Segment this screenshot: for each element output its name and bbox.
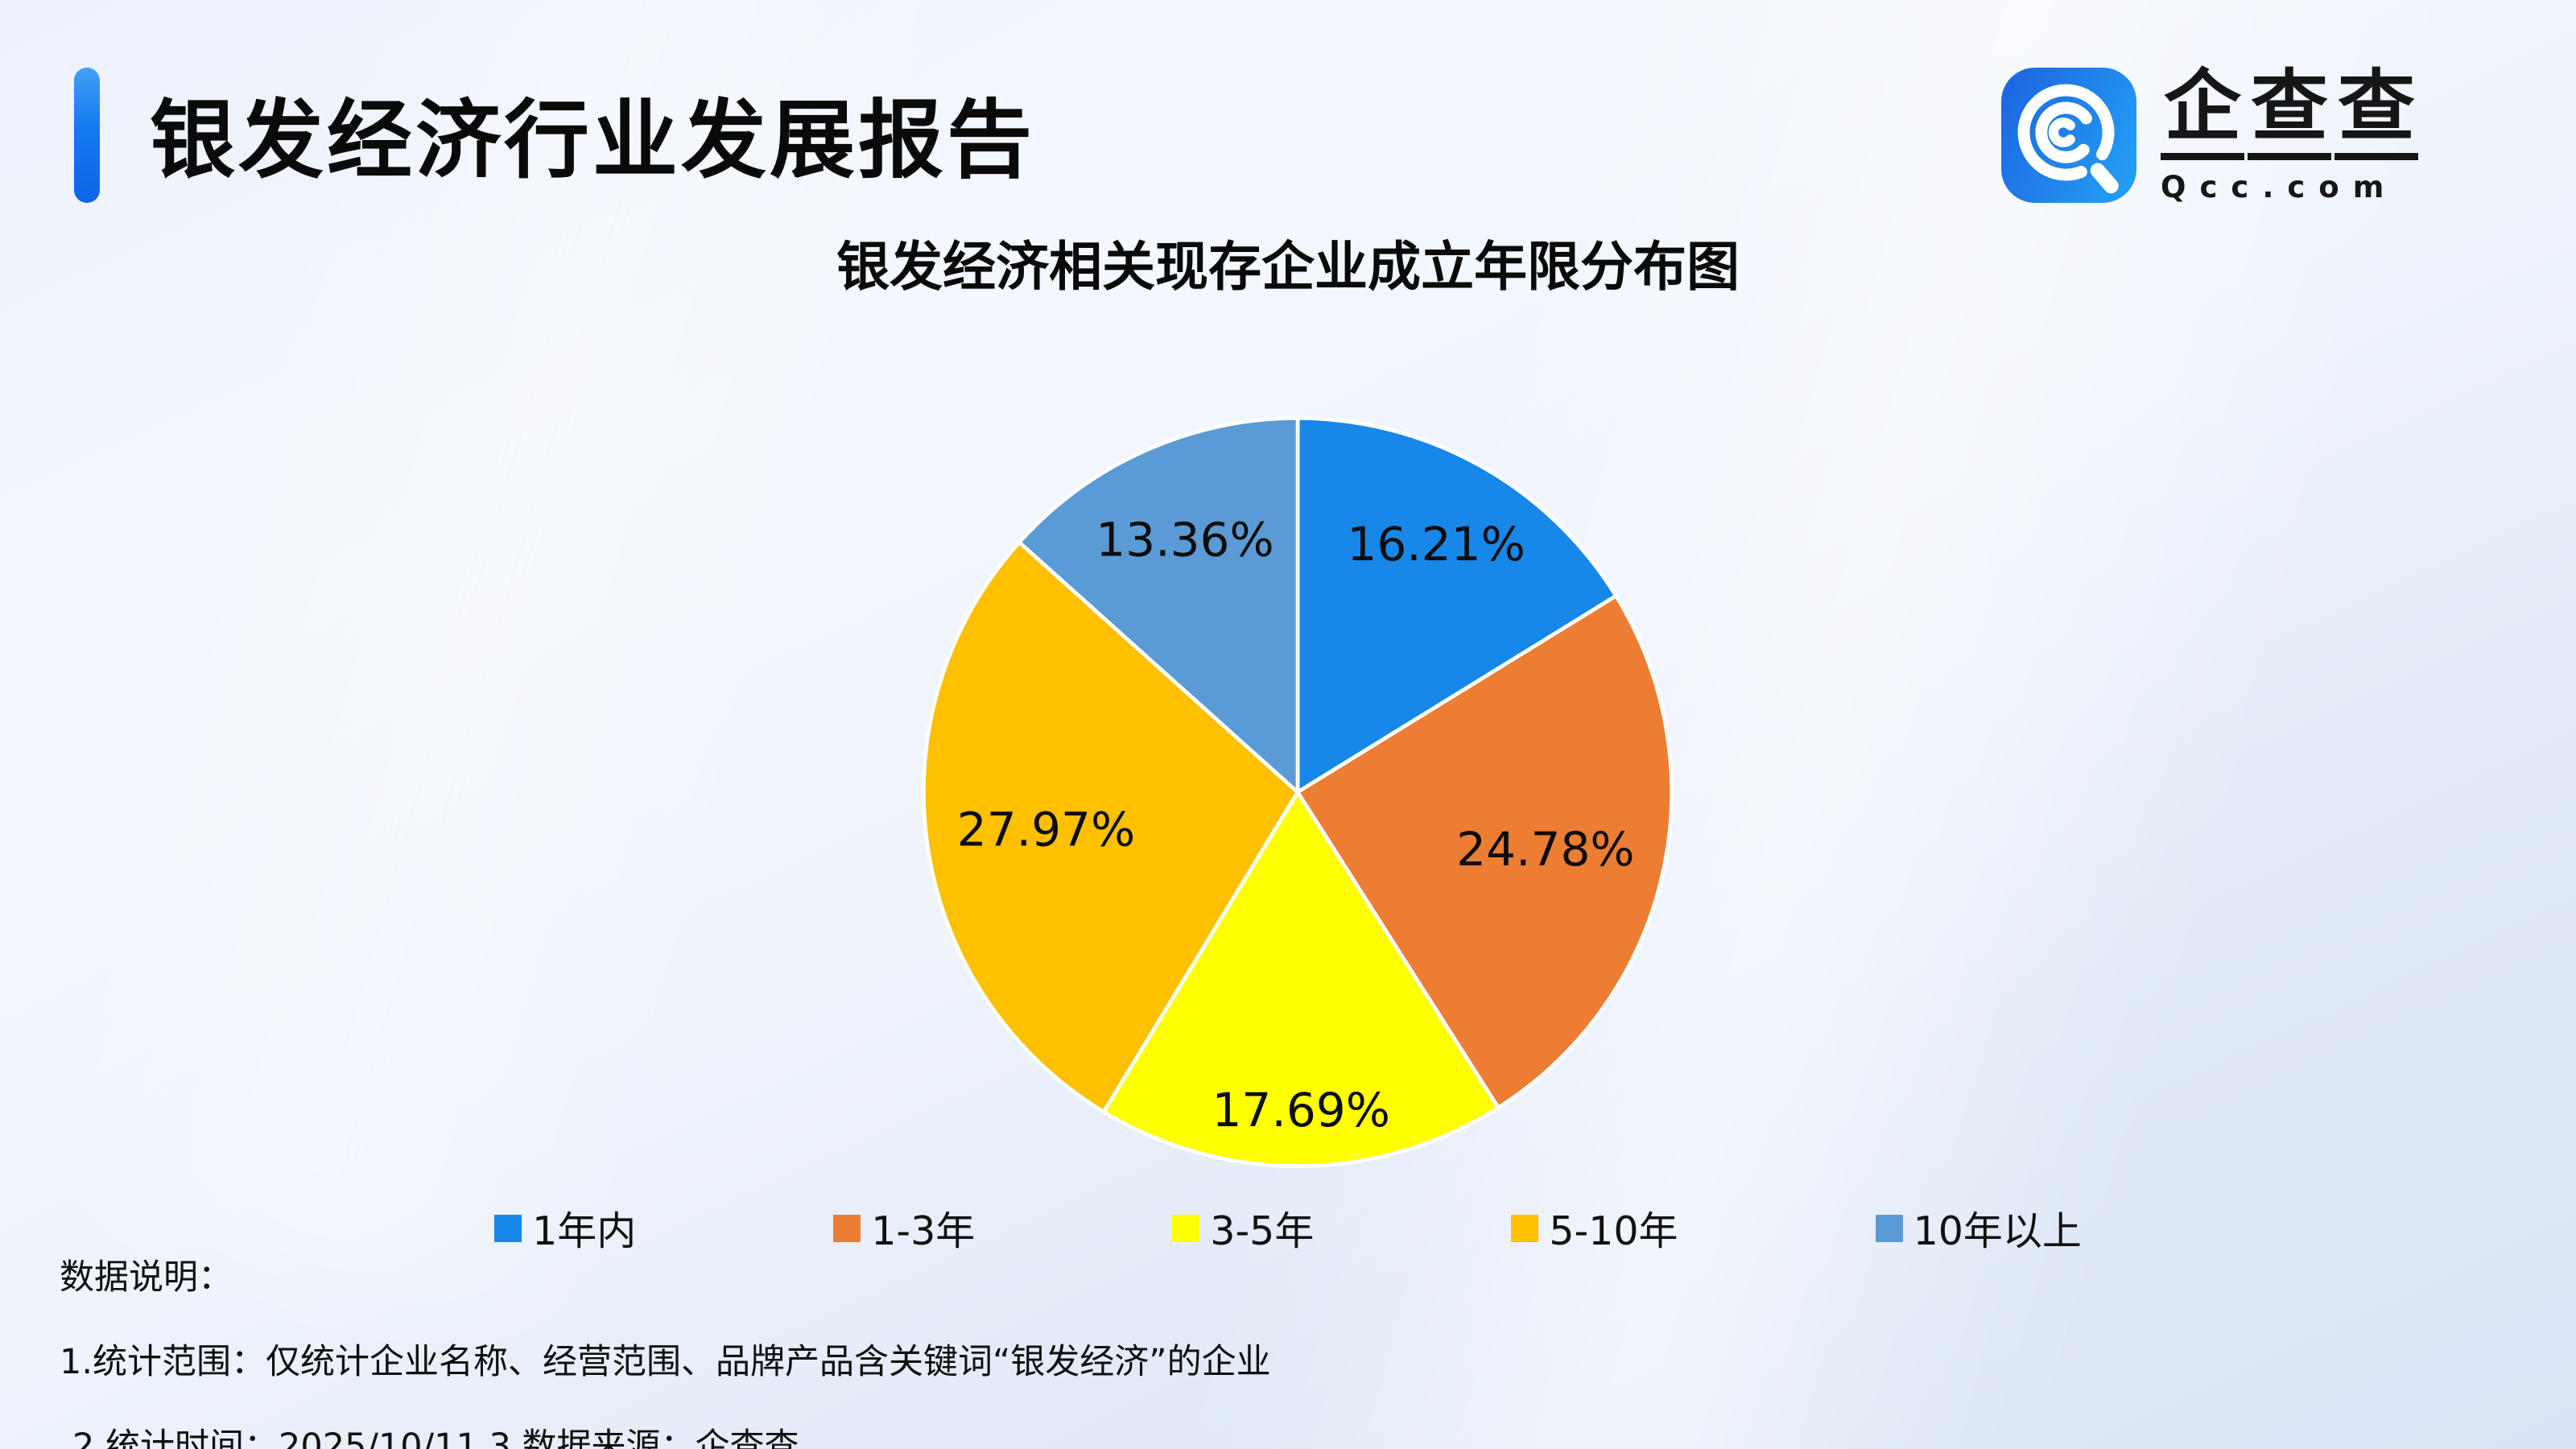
brand-char: 企 (2161, 68, 2244, 160)
pie-value-label: 24.78% (1456, 822, 1634, 877)
pie-slice-1年内 (1295, 416, 1618, 795)
pie-slice-1-3年 (1295, 593, 1674, 1110)
legend-swatch (833, 1214, 861, 1242)
footnote-heading: 数据说明： (60, 1257, 233, 1298)
pie-value-label: 13.36% (1096, 512, 1274, 567)
brand-char: 查 (2248, 68, 2331, 160)
pie-slice-10年以上 (1017, 416, 1300, 795)
chart-legend: 1年内 1-3年 3-5年 5-10年 10年以上 (0, 1199, 2576, 1257)
pie-value-label: 27.97% (957, 803, 1135, 857)
legend-label: 5-10年 (1549, 1208, 1678, 1254)
background-streak (30, 0, 1017, 1335)
legend-label: 1年内 (532, 1208, 637, 1254)
legend-label: 1-3年 (871, 1208, 976, 1254)
qcc-logo: 企查查 Qcc.com (2001, 68, 2421, 204)
footnote-time-source: 2.统计时间：2025/10/11 3.数据来源：企查查 (72, 1426, 799, 1449)
legend-item-1-3年: 1-3年 (833, 1199, 975, 1257)
title-accent-bar (74, 68, 100, 203)
brand-domain: Qcc.com (2161, 170, 2398, 204)
pie-chart: 16.21% 24.78% 17.69% 27.97% 13.36% (922, 416, 1674, 1168)
legend-item-3-5年: 3-5年 (1172, 1199, 1314, 1257)
page-title: 银发经济行业发展报告 (150, 91, 1035, 190)
pie-value-label: 16.21% (1347, 517, 1525, 572)
legend-item-5-10年: 5-10年 (1511, 1199, 1678, 1257)
legend-label: 3-5年 (1210, 1208, 1315, 1254)
pie-slice-3-5年 (1101, 790, 1501, 1168)
pie-slice-5-10年 (922, 540, 1300, 1114)
legend-swatch (494, 1214, 522, 1242)
qcc-magnifier-icon (2001, 68, 2136, 203)
legend-label: 10年以上 (1913, 1208, 2082, 1254)
footnotes: 数据说明： 1.统计范围：仅统计企业名称、经营范围、品牌产品含关键词“银发经济”… (60, 1249, 1271, 1449)
legend-swatch (1172, 1214, 1200, 1242)
legend-item-1年内: 1年内 (494, 1199, 636, 1257)
brand-char: 查 (2334, 68, 2418, 160)
logo-text: 企查查 Qcc.com (2161, 68, 2421, 204)
chart-title: 银发经济相关现存企业成立年限分布图 (836, 236, 1740, 298)
legend-item-10年以上: 10年以上 (1875, 1199, 2082, 1257)
legend-swatch (1875, 1214, 1903, 1242)
footnote-scope: 1.统计范围：仅统计企业名称、经营范围、品牌产品含关键词“银发经济”的企业 (60, 1342, 1271, 1382)
pie-value-label: 17.69% (1212, 1083, 1389, 1137)
legend-swatch (1511, 1214, 1539, 1242)
brand-name: 企查查 (2161, 68, 2421, 160)
